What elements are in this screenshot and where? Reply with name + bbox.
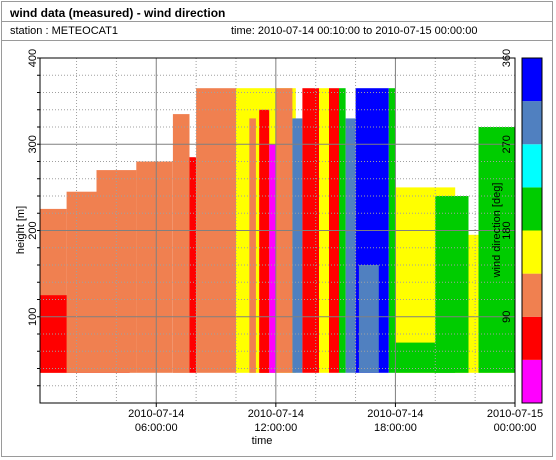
colorbar-swatch — [522, 187, 542, 231]
x-tick-label-time: 18:00:00 — [374, 422, 417, 434]
y-tick-label: 100 — [27, 308, 39, 326]
x-tick-label-date: 2010-07-15 — [487, 408, 543, 420]
colorbar-tick-label: 270 — [501, 135, 513, 153]
heatmap-cell — [66, 191, 97, 373]
station-label: station : METEOCAT1 — [10, 25, 118, 37]
heatmap-cell — [358, 265, 379, 373]
x-axis: 2010-07-14 06:00:00 2010-07-14 12:00:00 2010… — [128, 403, 543, 434]
colorbar-swatch — [522, 359, 542, 403]
colorbar-tick-label: 90 — [501, 311, 513, 323]
heatmap-cell — [478, 127, 515, 373]
heatmap-cell — [269, 144, 276, 373]
title-bar: wind data (measured) - wind direction — [2, 2, 552, 22]
x-axis-label: time — [252, 435, 273, 447]
heatmap-cell — [172, 114, 190, 373]
heatmap-cell — [136, 161, 173, 373]
colorbar-swatch — [522, 230, 542, 274]
colorbar-swatch — [522, 101, 542, 145]
colorbar-border — [521, 57, 543, 404]
heatmap-cell — [189, 157, 197, 373]
x-tick-label-time: 00:00:00 — [494, 422, 537, 434]
y-axis: 100 200 300 400 — [27, 49, 40, 387]
y-tick-label: 200 — [27, 221, 39, 239]
grid-lines — [40, 58, 515, 403]
heatmap-cell — [249, 118, 256, 373]
colorbar-swatch — [522, 316, 542, 360]
colorbar-swatch — [522, 58, 542, 102]
chart-title: wind data (measured) - wind direction — [10, 6, 226, 20]
time-range-label: time: 2010-07-14 00:10:00 to 2010-07-15 … — [231, 25, 478, 37]
colorbar-swatch — [522, 273, 542, 317]
heatmap-cell — [292, 118, 303, 373]
x-tick-label-date: 2010-07-14 — [248, 408, 304, 420]
heatmap-cell — [345, 118, 356, 373]
colorbar-tick-label: 360 — [501, 49, 513, 67]
x-tick-label-date: 2010-07-14 — [367, 408, 423, 420]
colorbar-swatch — [522, 144, 542, 188]
heatmap-cell — [259, 109, 270, 373]
colorbar-label: wind direction [deg] — [491, 183, 503, 279]
x-tick-label-time: 12:00:00 — [254, 422, 297, 434]
heatmap-cell — [435, 196, 469, 373]
x-tick-label-time: 06:00:00 — [135, 422, 178, 434]
y-tick-label: 400 — [27, 49, 39, 67]
colorbar-tick-label: 180 — [501, 221, 513, 239]
x-tick-label-date: 2010-07-14 — [128, 408, 184, 420]
info-bar: station : METEOCAT1 time: 2010-07-14 00:… — [2, 22, 552, 41]
y-tick-label: 300 — [27, 135, 39, 153]
colorbar: 90 180 270 360 — [501, 49, 543, 404]
y-axis-label: height [m] — [15, 206, 27, 254]
